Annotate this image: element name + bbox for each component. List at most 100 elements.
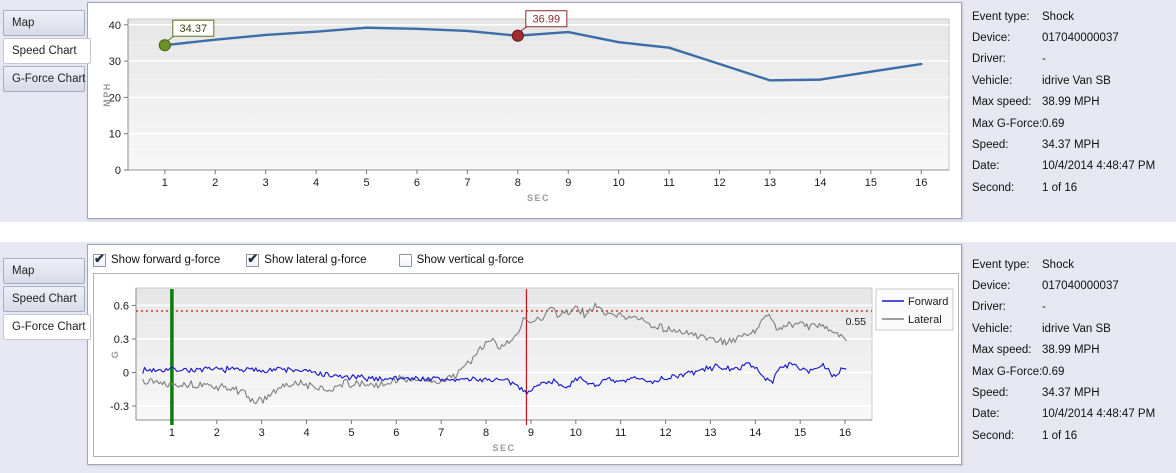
x-tick-label: 2: [214, 427, 220, 439]
info-label: Max speed:: [972, 96, 1032, 109]
info-row-event-type: Event type: Shock: [972, 254, 1172, 275]
legend-box: [875, 288, 954, 331]
info-value: -: [1042, 53, 1046, 66]
info-row-max-gforce: Max G-Force: 0.69: [972, 113, 1172, 134]
legend-label: Forward: [908, 296, 948, 308]
x-tick-label: 14: [749, 427, 761, 439]
info-row-second: Second: 1 of 16: [972, 425, 1172, 446]
info-row-max-gforce: Max G-Force: 0.69: [972, 361, 1172, 382]
annotation-box: [172, 19, 215, 37]
info-row-date: Date: 10/4/2014 4:48:47 PM: [972, 404, 1172, 425]
info-label: Vehicle:: [972, 322, 1013, 335]
speed-chart-container: 1 2 3 4 5 6 7 8 9 10 11 12 13 14 15 16 0 10 20 30 40 SEC MPH 34…: [87, 2, 962, 219]
y-tick-label: 30: [109, 56, 121, 68]
tab-gforce-chart[interactable]: G-Force Chart: [3, 314, 91, 340]
tab-speed-chart[interactable]: Speed Chart: [3, 286, 85, 312]
info-row-date: Date: 10/4/2014 4:48:47 PM: [972, 156, 1172, 177]
checkbox-show-forward-gforce[interactable]: Show forward g-force: [93, 251, 221, 267]
tab-map[interactable]: Map: [3, 10, 85, 36]
info-label: Max G-Force:: [972, 117, 1043, 130]
checkbox-box[interactable]: [246, 251, 260, 267]
y-tick-label: 0.3: [114, 334, 129, 346]
info-row-second: Second: 1 of 16: [972, 177, 1172, 198]
x-tick-label: 6: [393, 427, 399, 439]
x-tick-label: 7: [438, 427, 444, 439]
checkbox-box[interactable]: [398, 253, 412, 267]
info-label: Max speed:: [972, 344, 1032, 357]
x-axis-label: SEC: [492, 443, 515, 453]
info-row-vehicle: Vehicle: idrive Van SB: [972, 318, 1172, 339]
tab-speed-chart[interactable]: Speed Chart: [3, 38, 91, 64]
tab-map[interactable]: Map: [3, 258, 85, 284]
x-tick-label: 2: [212, 177, 218, 189]
info-label: Event type:: [972, 258, 1030, 271]
info-label: Event type:: [972, 10, 1030, 23]
info-value: 10/4/2014 4:48:47 PM: [1042, 408, 1156, 421]
info-value: 1 of 16: [1042, 181, 1078, 194]
x-tick-label: 11: [615, 427, 626, 439]
x-tick-label: 8: [483, 427, 489, 439]
checkbox-show-lateral-gforce[interactable]: Show lateral g-force: [246, 251, 367, 267]
tab-column-top: Map Speed Chart G-Force Chart: [3, 10, 91, 94]
checkbox-show-vertical-gforce[interactable]: Show vertical g-force: [398, 253, 524, 267]
threshold-label: 0.55: [846, 316, 867, 328]
x-tick-label: 4: [313, 177, 319, 189]
info-label: Vehicle:: [972, 74, 1013, 87]
annotation-marker[interactable]: [511, 29, 524, 42]
checkbox-box[interactable]: [93, 251, 106, 267]
annotation-box: [525, 10, 568, 28]
x-tick-label: 13: [764, 177, 776, 189]
event-info-panel-bottom: Event type: Shock Device: 017040000037 Dri…: [972, 254, 1172, 447]
info-value: 017040000037: [1042, 32, 1119, 45]
info-value: 34.37 MPH: [1042, 387, 1100, 400]
gforce-chart-container: Show forward g-force Show lateral g-forc…: [87, 244, 962, 465]
x-tick-label: 13: [704, 427, 716, 439]
legend-label: Lateral: [908, 314, 942, 326]
y-tick-label: 10: [109, 129, 121, 141]
x-tick-label: 12: [713, 177, 725, 189]
y-tick-label: 0: [123, 367, 129, 379]
info-label: Speed:: [972, 387, 1009, 400]
x-tick-label: 10: [613, 177, 625, 189]
info-label: Date:: [972, 408, 1000, 421]
checkbox-label: Show forward g-force: [111, 254, 221, 266]
info-value: 0.69: [1042, 117, 1065, 130]
x-tick-label: 16: [915, 177, 927, 189]
info-label: Driver:: [972, 53, 1006, 66]
x-tick-label: 9: [565, 177, 571, 189]
tab-gforce-chart[interactable]: G-Force Chart: [3, 66, 86, 92]
x-tick-label: 7: [464, 177, 470, 189]
y-tick-label: 0.6: [114, 300, 129, 312]
annotation-marker[interactable]: [158, 39, 171, 52]
x-tick-label: 1: [169, 427, 175, 439]
x-tick-label: 12: [659, 427, 671, 439]
y-axis-label: MPH: [102, 82, 112, 107]
info-value: idrive Van SB: [1042, 74, 1111, 87]
info-row-vehicle: Vehicle: idrive Van SB: [972, 70, 1172, 91]
info-value: 0.69: [1042, 365, 1065, 378]
x-tick-label: 14: [814, 177, 826, 189]
event-info-panel-top: Event type: Shock Device: 017040000037 Dri…: [972, 6, 1172, 199]
info-row-speed: Speed: 34.37 MPH: [972, 134, 1172, 155]
y-tick-label: 20: [109, 92, 121, 104]
info-value: 38.99 MPH: [1042, 344, 1100, 357]
info-value: 38.99 MPH: [1042, 96, 1100, 109]
info-label: Date:: [972, 160, 1000, 173]
info-value: 1 of 16: [1042, 429, 1078, 442]
info-value: 10/4/2014 4:48:47 PM: [1042, 160, 1156, 173]
y-tick-label: 0: [115, 165, 121, 177]
y-axis-label: G: [110, 350, 120, 359]
info-row-driver: Driver: -: [972, 49, 1172, 70]
info-label: Second:: [972, 181, 1015, 194]
checkbox-label: Show vertical g-force: [416, 254, 524, 266]
y-tick-label: 40: [109, 20, 121, 32]
info-value: 017040000037: [1042, 280, 1119, 293]
x-tick-label: 10: [570, 427, 582, 439]
info-label: Device:: [972, 280, 1011, 293]
series-lateral: [142, 302, 847, 405]
x-tick-label: 3: [263, 177, 269, 189]
info-label: Driver:: [972, 301, 1006, 314]
x-tick-label: 15: [794, 427, 806, 439]
info-row-driver: Driver: -: [972, 297, 1172, 318]
info-value: -: [1042, 301, 1046, 314]
